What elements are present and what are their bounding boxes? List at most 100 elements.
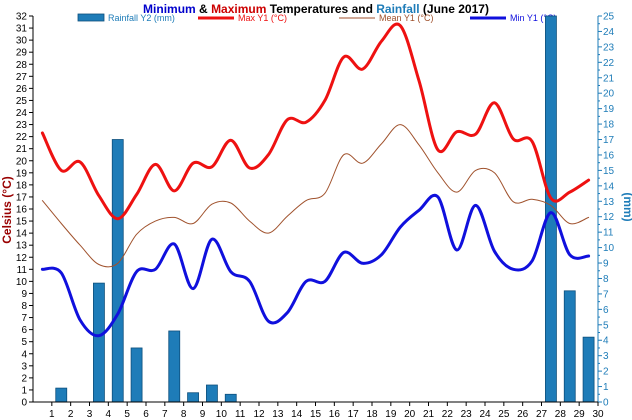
y-tick-label: 16 <box>16 205 28 216</box>
x-tick-label: 22 <box>442 409 454 420</box>
legend-swatch-rainfall <box>77 13 105 22</box>
y2-tick-label: 1 <box>603 382 609 393</box>
y2-tick-label: 12 <box>603 212 615 223</box>
legend-label-min: Min Y1 (°C) <box>510 13 556 23</box>
y-tick-label: 14 <box>16 229 28 240</box>
legend-label-max: Max Y1 (°C) <box>238 13 287 23</box>
x-tick-label: 23 <box>461 409 473 420</box>
x-tick-label: 18 <box>366 409 378 420</box>
y-tick-label: 0 <box>21 398 27 409</box>
y2-tick-label: 25 <box>603 12 615 23</box>
y-tick-label: 7 <box>21 313 27 324</box>
chart-title: Minimum & Maximum Temperatures and Rainf… <box>143 2 489 16</box>
y2-tick-label: 22 <box>603 58 615 69</box>
y-axis-label: Celsius (°C) <box>0 176 14 243</box>
x-tick-label: 5 <box>124 409 130 420</box>
y-tick-label: 2 <box>21 373 27 384</box>
x-tick-label: 17 <box>348 409 360 420</box>
rainfall-bar-day-11 <box>224 393 237 403</box>
x-tick-label: 6 <box>143 409 149 420</box>
y-tick-label: 18 <box>16 180 28 191</box>
y2-tick-label: 4 <box>603 336 609 347</box>
y-tick-label: 19 <box>16 168 28 179</box>
x-tick-label: 12 <box>253 409 265 420</box>
x-tick-label: 14 <box>291 409 303 420</box>
y2-tick-label: 0 <box>603 398 609 409</box>
rainfall-bar-day-30 <box>582 336 595 403</box>
legend: Rainfall Y2 (mm) Max Y1 (°C) Mean Y1 (°C) M… <box>77 13 556 23</box>
y2-tick-label: 23 <box>603 42 615 53</box>
rainfall-bar-day-29 <box>563 290 576 403</box>
temperature-lines <box>40 22 591 338</box>
rainfall-bar-day-4 <box>93 282 105 403</box>
title-amp: & <box>196 2 211 16</box>
rainfall-bar-day-2 <box>55 387 68 403</box>
y2-tick-label: 24 <box>603 27 615 38</box>
y-tick-label: 26 <box>16 84 28 95</box>
title-maximum: Maximum <box>211 2 266 16</box>
x-tick-label: 20 <box>404 409 416 420</box>
legend-label-mean: Mean Y1 (°C) <box>379 13 433 23</box>
y-tick-label: 12 <box>16 253 28 264</box>
rainfall-bar-day-9 <box>187 392 199 403</box>
x-tick-label: 27 <box>536 409 548 420</box>
y2-tick-label: 20 <box>603 89 615 100</box>
x-tick-label: 11 <box>235 409 246 420</box>
x-tick-label: 3 <box>87 409 93 420</box>
y2-tick-label: 21 <box>603 73 615 84</box>
rainfall-bars <box>55 15 595 403</box>
x-tick-label: 2 <box>68 409 74 420</box>
y-tick-label: 1 <box>21 385 27 396</box>
x-tick-label: 24 <box>479 409 491 420</box>
y2-tick-label: 8 <box>603 274 609 285</box>
title-rainfall: Rainfall <box>376 2 419 16</box>
y2-tick-label: 16 <box>603 150 615 161</box>
x-tick-label: 25 <box>498 409 510 420</box>
title-temperatures: Temperatures and <box>266 2 376 16</box>
min-temp-line <box>40 193 591 338</box>
x-tick-label: 26 <box>517 409 529 420</box>
y-tick-label: 6 <box>21 325 27 336</box>
y-tick-label: 17 <box>16 192 28 203</box>
y2-axis-label: (mm) <box>621 192 632 221</box>
x-tick-label: 13 <box>272 409 284 420</box>
y2-tick-label: 6 <box>603 305 609 316</box>
y2-tick-label: 5 <box>603 320 609 331</box>
y-tick-label: 4 <box>21 349 27 360</box>
y2-tick-label: 19 <box>603 104 615 115</box>
y2-tick-label: 7 <box>603 289 609 300</box>
y-tick-label: 11 <box>17 265 28 276</box>
y2-tick-label: 10 <box>603 243 615 254</box>
x-tick-label: 9 <box>200 409 206 420</box>
x-tick-label: 28 <box>555 409 567 420</box>
max-temp-line <box>40 22 591 221</box>
y-tick-label: 13 <box>16 241 28 252</box>
y2-tick-label: 13 <box>603 197 615 208</box>
x-tick-label: 4 <box>106 409 112 420</box>
x-tick-label: 30 <box>592 409 604 420</box>
x-tick-label: 1 <box>49 409 55 420</box>
y2-tick-label: 9 <box>603 259 609 270</box>
x-tick-label: 21 <box>423 409 435 420</box>
y2-tick-label: 11 <box>603 228 614 239</box>
title-minimum: Minimum <box>143 2 196 16</box>
y-tick-label: 3 <box>21 361 27 372</box>
y-tick-label: 24 <box>16 108 28 119</box>
y2-tick-label: 17 <box>603 135 615 146</box>
rainfall-bar-day-6 <box>130 347 143 403</box>
y-tick-label: 15 <box>16 217 28 228</box>
y-tick-label: 21 <box>16 144 28 155</box>
y-tick-label: 30 <box>16 36 28 47</box>
y2-tick-label: 15 <box>603 166 615 177</box>
rainfall-bar-day-5 <box>111 139 124 403</box>
y-tick-label: 29 <box>16 48 28 59</box>
y-tick-label: 31 <box>16 24 28 35</box>
y2-tick-label: 14 <box>603 181 615 192</box>
y-tick-label: 10 <box>16 277 28 288</box>
x-tick-label: 10 <box>216 409 228 420</box>
title-date: (June 2017) <box>420 2 489 16</box>
legend-label-rainfall: Rainfall Y2 (mm) <box>108 13 175 23</box>
y-tick-label: 32 <box>16 12 28 23</box>
y-tick-label: 23 <box>16 120 28 131</box>
